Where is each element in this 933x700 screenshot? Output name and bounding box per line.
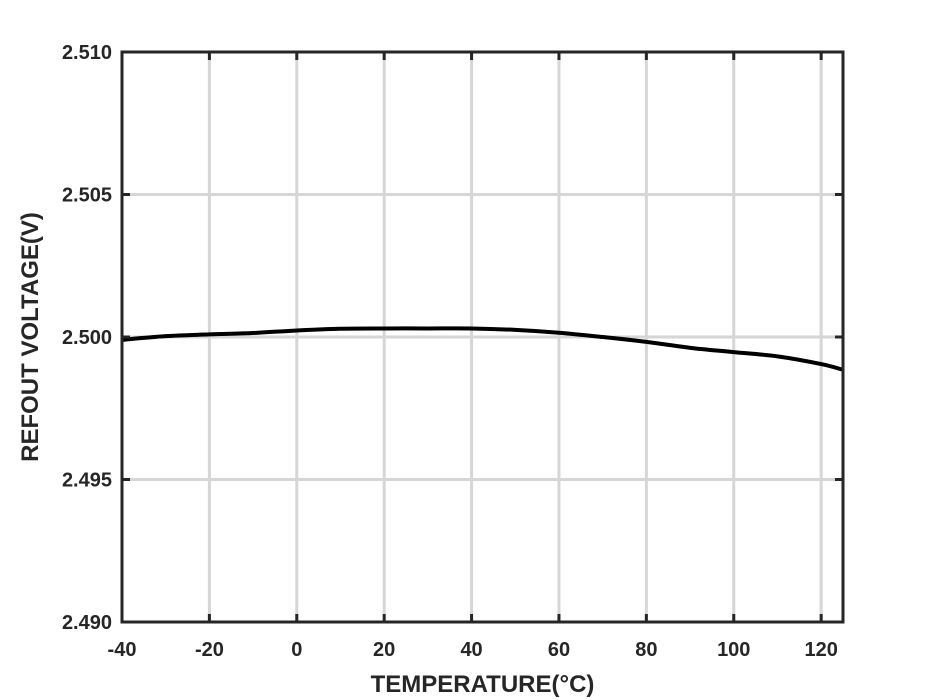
- x-tick-label: 60: [548, 639, 570, 661]
- y-tick-label: 2.500: [62, 327, 112, 349]
- y-tick-label: 2.510: [62, 42, 112, 64]
- y-axis-label: REFOUT VOLTAGE(V): [17, 212, 44, 462]
- y-tick-label: 2.505: [62, 185, 112, 207]
- series-line: [121, 326, 844, 372]
- x-tick-labels: -40 -20 0 20 40 60 80 100 120: [108, 639, 838, 661]
- x-tick-label: -20: [195, 639, 224, 661]
- x-tick-label: 100: [717, 639, 750, 661]
- x-tick-label: 80: [635, 639, 657, 661]
- tick-marks: [120, 50, 843, 624]
- x-tick-label: 120: [804, 639, 837, 661]
- x-tick-label: 40: [460, 639, 482, 661]
- x-tick-label: -40: [108, 639, 137, 661]
- series-group: [121, 326, 844, 372]
- x-tick-label: 0: [291, 639, 302, 661]
- y-tick-label: 2.490: [62, 612, 112, 634]
- grid-lines: [120, 50, 843, 624]
- x-tick-label: 20: [373, 639, 395, 661]
- y-tick-labels: 2.490 2.495 2.500 2.505 2.510: [62, 42, 112, 634]
- x-axis-label: TEMPERATURE(°C): [371, 671, 595, 698]
- y-tick-label: 2.495: [62, 470, 112, 492]
